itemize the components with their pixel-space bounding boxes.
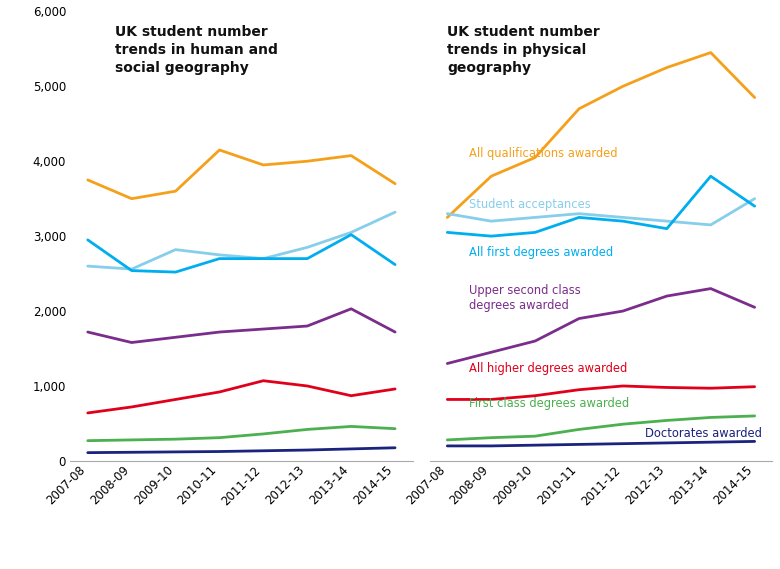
Text: UK student number
trends in human and
social geography: UK student number trends in human and so… bbox=[115, 25, 278, 75]
Text: Student acceptances: Student acceptances bbox=[470, 198, 591, 211]
Text: UK student number
trends in physical
geography: UK student number trends in physical geo… bbox=[447, 25, 600, 75]
Text: First class degrees awarded: First class degrees awarded bbox=[470, 398, 629, 410]
Text: Upper second class
degrees awarded: Upper second class degrees awarded bbox=[470, 284, 581, 312]
Text: All higher degrees awarded: All higher degrees awarded bbox=[470, 362, 628, 375]
Text: All qualifications awarded: All qualifications awarded bbox=[470, 147, 618, 160]
Text: All first degrees awarded: All first degrees awarded bbox=[470, 246, 613, 259]
Text: Doctorates awarded: Doctorates awarded bbox=[645, 427, 762, 440]
